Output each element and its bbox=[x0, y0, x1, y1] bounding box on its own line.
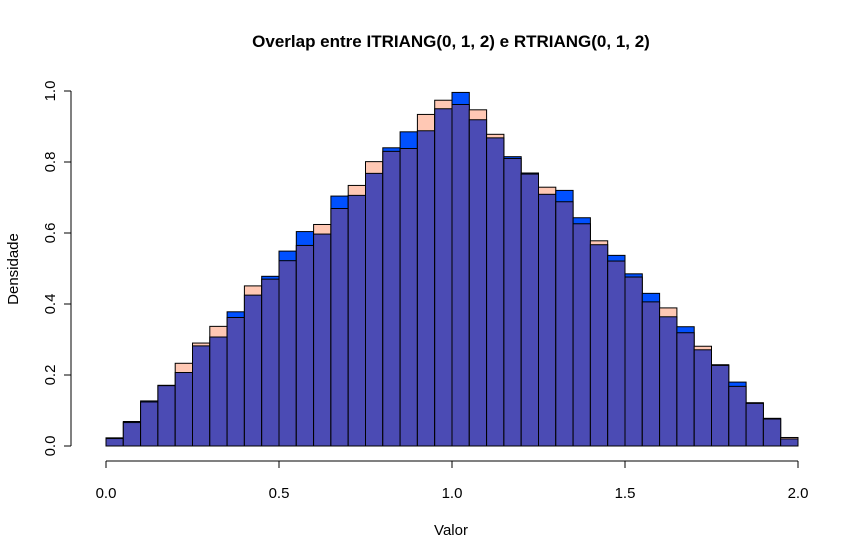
overlap-bar bbox=[762, 418, 782, 447]
overlap-bar bbox=[192, 345, 211, 447]
x-tick-label: 1.0 bbox=[442, 485, 463, 502]
x-tick-label: 0.5 bbox=[269, 485, 290, 502]
y-tick-label: 0.4 bbox=[42, 294, 59, 315]
overlap-bar bbox=[780, 438, 799, 447]
overlap-bar bbox=[745, 402, 764, 447]
y-tick-label: 0.6 bbox=[42, 223, 59, 244]
overlap-bar bbox=[313, 233, 332, 447]
x-axis: 0.0 0.5 1.0 1.5 2.0 bbox=[96, 460, 809, 502]
y-axis: 0.0 0.2 0.4 0.6 0.8 1.0 bbox=[42, 81, 72, 457]
overlap-bar bbox=[347, 194, 367, 447]
overlap-bar bbox=[624, 276, 643, 447]
overlap-bar bbox=[174, 372, 193, 447]
x-tick-label: 0.0 bbox=[96, 485, 117, 502]
overlap-bar bbox=[693, 349, 713, 447]
x-tick-label: 1.5 bbox=[615, 485, 636, 502]
overlap-bar bbox=[486, 137, 505, 447]
y-tick-label: 0.2 bbox=[42, 365, 59, 386]
overlap-bar bbox=[589, 244, 609, 447]
overlap-bar bbox=[330, 208, 349, 447]
overlap-bar bbox=[399, 148, 418, 447]
overlap-bar bbox=[572, 223, 591, 447]
overlap-bar bbox=[226, 316, 245, 447]
chart-title: Overlap entre ITRIANG(0, 1, 2) e RTRIANG… bbox=[252, 32, 650, 51]
overlap-bar bbox=[641, 301, 661, 447]
histogram-bars bbox=[105, 91, 799, 447]
overlap-bar bbox=[659, 316, 678, 447]
overlap-bar bbox=[105, 438, 124, 447]
overlap-bar bbox=[728, 385, 747, 447]
overlap-bar bbox=[711, 364, 730, 447]
overlap-bar bbox=[434, 108, 453, 447]
overlap-bar bbox=[451, 103, 470, 447]
overlap-bar bbox=[416, 130, 436, 447]
overlap-bar bbox=[538, 193, 557, 447]
y-tick-label: 1.0 bbox=[42, 81, 59, 102]
overlap-bar bbox=[209, 336, 228, 447]
overlap-bar bbox=[140, 401, 159, 447]
overlap-bar bbox=[261, 278, 280, 447]
overlap-bar bbox=[295, 244, 315, 447]
overlap-bar bbox=[122, 422, 142, 447]
overlap-bar bbox=[243, 294, 263, 447]
x-axis-label: Valor bbox=[434, 522, 468, 539]
overlap-bar bbox=[157, 385, 176, 447]
y-tick-label: 0.0 bbox=[42, 436, 59, 457]
y-tick-label: 0.8 bbox=[42, 152, 59, 173]
overlap-bar bbox=[365, 172, 384, 447]
overlap-bar bbox=[676, 332, 695, 447]
overlap-bar bbox=[278, 260, 297, 447]
overlap-bar bbox=[555, 201, 574, 447]
x-tick-label: 2.0 bbox=[788, 485, 809, 502]
overlap-bar bbox=[382, 150, 401, 447]
overlap-bar bbox=[520, 173, 540, 447]
y-axis-label: Densidade bbox=[5, 233, 22, 305]
overlap-bar bbox=[503, 157, 522, 447]
overlap-bar bbox=[468, 119, 488, 447]
overlap-bar bbox=[607, 260, 626, 447]
